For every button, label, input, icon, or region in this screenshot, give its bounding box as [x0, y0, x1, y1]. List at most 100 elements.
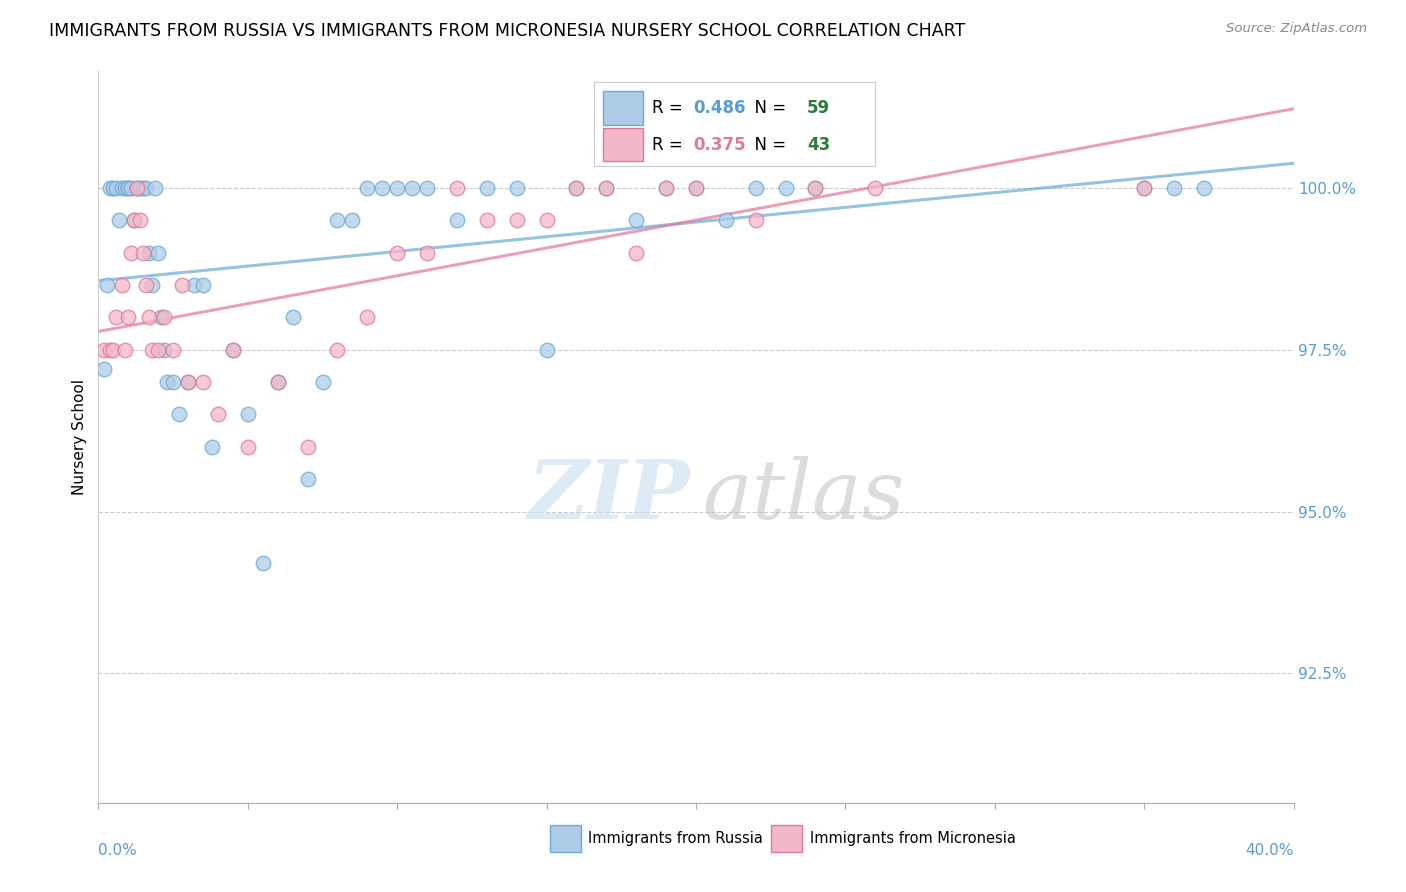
- Point: [804, 181, 827, 195]
- Point: [222, 343, 245, 357]
- Point: [114, 343, 136, 357]
- FancyBboxPatch shape: [603, 128, 644, 161]
- Point: [1192, 181, 1215, 195]
- Point: [745, 181, 768, 195]
- Point: [565, 181, 588, 195]
- Text: 59: 59: [807, 99, 830, 117]
- Point: [685, 181, 707, 195]
- Point: [236, 408, 259, 422]
- Point: [401, 181, 423, 195]
- Point: [626, 245, 648, 260]
- Point: [138, 310, 160, 325]
- Point: [117, 310, 139, 325]
- Point: [446, 213, 468, 227]
- Point: [326, 343, 349, 357]
- Point: [536, 213, 558, 227]
- Point: [356, 310, 378, 325]
- Point: [536, 343, 558, 357]
- Point: [162, 375, 184, 389]
- Text: R =: R =: [652, 136, 688, 153]
- Point: [150, 310, 173, 325]
- Text: ZIP: ZIP: [527, 456, 690, 535]
- Point: [281, 310, 304, 325]
- Point: [129, 213, 152, 227]
- Point: [865, 181, 887, 195]
- Point: [93, 343, 115, 357]
- Point: [565, 181, 588, 195]
- Point: [236, 440, 259, 454]
- FancyBboxPatch shape: [603, 91, 644, 125]
- Point: [127, 181, 149, 195]
- Point: [191, 375, 214, 389]
- Point: [129, 181, 152, 195]
- Point: [311, 375, 333, 389]
- Point: [385, 245, 409, 260]
- Point: [714, 213, 737, 227]
- Point: [148, 343, 170, 357]
- Point: [804, 181, 827, 195]
- Point: [416, 245, 439, 260]
- Y-axis label: Nursery School: Nursery School: [72, 379, 87, 495]
- Point: [506, 213, 529, 227]
- Point: [685, 181, 707, 195]
- Point: [148, 245, 170, 260]
- Point: [475, 213, 498, 227]
- Point: [105, 181, 128, 195]
- Point: [371, 181, 394, 195]
- Point: [356, 181, 378, 195]
- Point: [117, 181, 139, 195]
- Point: [655, 181, 678, 195]
- Point: [103, 181, 125, 195]
- Point: [141, 277, 163, 292]
- Point: [416, 181, 439, 195]
- Point: [108, 213, 131, 227]
- Point: [167, 408, 190, 422]
- Point: [96, 277, 118, 292]
- Point: [138, 245, 160, 260]
- Point: [135, 277, 157, 292]
- Point: [153, 343, 176, 357]
- FancyBboxPatch shape: [550, 825, 581, 852]
- Point: [114, 181, 136, 195]
- Point: [475, 181, 498, 195]
- Point: [177, 375, 200, 389]
- Text: 43: 43: [807, 136, 831, 153]
- Point: [191, 277, 214, 292]
- Point: [177, 375, 200, 389]
- Point: [326, 213, 349, 227]
- Point: [267, 375, 290, 389]
- Point: [626, 213, 648, 227]
- Text: N =: N =: [744, 99, 792, 117]
- Point: [124, 213, 146, 227]
- Point: [117, 181, 139, 195]
- Point: [1133, 181, 1156, 195]
- Point: [98, 181, 122, 195]
- Point: [127, 181, 149, 195]
- Text: 40.0%: 40.0%: [1246, 843, 1294, 858]
- Text: 0.375: 0.375: [693, 136, 747, 153]
- Point: [775, 181, 797, 195]
- Point: [111, 277, 134, 292]
- Text: Source: ZipAtlas.com: Source: ZipAtlas.com: [1226, 22, 1367, 36]
- Point: [141, 343, 163, 357]
- Point: [156, 375, 179, 389]
- Point: [595, 181, 617, 195]
- Point: [120, 181, 142, 195]
- Point: [143, 181, 166, 195]
- Text: 0.0%: 0.0%: [98, 843, 138, 858]
- Point: [1163, 181, 1185, 195]
- Point: [222, 343, 245, 357]
- Text: IMMIGRANTS FROM RUSSIA VS IMMIGRANTS FROM MICRONESIA NURSERY SCHOOL CORRELATION : IMMIGRANTS FROM RUSSIA VS IMMIGRANTS FRO…: [49, 22, 966, 40]
- Point: [506, 181, 529, 195]
- Point: [1133, 181, 1156, 195]
- Point: [655, 181, 678, 195]
- Text: R =: R =: [652, 99, 688, 117]
- Text: Immigrants from Micronesia: Immigrants from Micronesia: [810, 831, 1015, 847]
- Point: [297, 440, 319, 454]
- Point: [153, 310, 176, 325]
- Point: [120, 245, 142, 260]
- Point: [132, 181, 155, 195]
- Text: 0.486: 0.486: [693, 99, 747, 117]
- Point: [595, 181, 617, 195]
- Point: [111, 181, 134, 195]
